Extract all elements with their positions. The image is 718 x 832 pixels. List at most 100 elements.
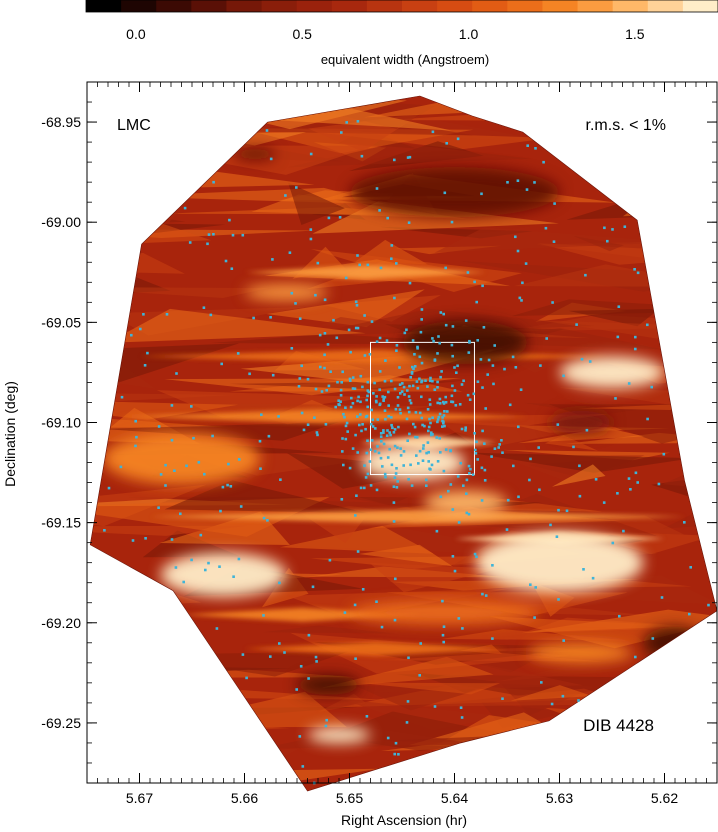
star-marker	[370, 408, 373, 412]
star-marker	[373, 450, 377, 453]
star-marker	[332, 318, 335, 322]
star-marker	[342, 463, 345, 467]
star-marker	[545, 337, 548, 340]
star-marker	[159, 473, 163, 476]
star-marker	[341, 450, 344, 453]
star-marker	[406, 156, 410, 159]
star-marker	[575, 323, 578, 326]
star-marker	[355, 494, 358, 497]
star-marker	[398, 383, 402, 386]
star-marker	[370, 320, 374, 323]
star-marker	[476, 380, 480, 383]
star-marker	[521, 281, 524, 285]
star-marker	[356, 326, 360, 330]
star-marker	[611, 541, 615, 545]
star-marker	[480, 192, 483, 196]
star-marker	[324, 423, 328, 426]
star-marker	[518, 296, 522, 300]
star-marker	[453, 366, 456, 369]
star-marker	[516, 179, 520, 182]
star-marker	[442, 421, 445, 425]
star-marker	[651, 637, 655, 640]
star-marker	[192, 436, 195, 440]
star-marker	[514, 366, 518, 369]
star-marker	[629, 488, 632, 491]
star-marker	[526, 144, 529, 147]
star-marker	[551, 301, 554, 304]
star-marker	[420, 361, 424, 365]
star-marker	[203, 472, 206, 476]
star-marker	[267, 434, 271, 438]
x-axis-ticks: 5.67 5.66 5.65 5.64 5.63 5.62	[86, 82, 718, 806]
y-tick-label: -69.10	[41, 414, 81, 430]
star-marker	[627, 477, 631, 480]
star-marker	[406, 700, 410, 703]
star-marker	[492, 382, 495, 386]
star-marker	[450, 220, 454, 224]
star-marker	[611, 228, 614, 231]
star-marker	[366, 263, 370, 267]
star-marker	[391, 426, 394, 430]
star-marker	[424, 379, 427, 382]
star-marker	[376, 445, 379, 448]
star-marker	[508, 403, 512, 407]
star-marker	[606, 239, 609, 243]
star-marker	[650, 385, 653, 389]
star-marker	[359, 413, 362, 416]
star-marker	[469, 467, 472, 471]
star-marker	[436, 420, 439, 424]
star-marker	[633, 268, 636, 271]
star-marker	[226, 483, 229, 487]
star-marker	[438, 341, 441, 345]
colorbar-segment	[296, 0, 333, 12]
star-marker	[386, 736, 390, 740]
star-marker	[120, 395, 124, 399]
star-marker	[467, 464, 471, 468]
emission-region	[307, 726, 371, 743]
star-marker	[313, 416, 316, 419]
star-marker	[407, 221, 411, 224]
x-tick-label: 5.65	[336, 790, 363, 806]
colorbar-segment	[437, 0, 473, 12]
star-marker	[345, 421, 349, 425]
star-marker	[429, 379, 432, 383]
star-marker	[338, 216, 342, 219]
x-tick-label: 5.63	[546, 790, 573, 806]
star-marker	[442, 400, 445, 404]
star-marker	[557, 598, 560, 601]
star-marker	[356, 415, 359, 418]
star-marker	[408, 384, 411, 388]
star-marker	[438, 397, 442, 401]
star-marker	[299, 665, 303, 668]
colorbar-segment	[156, 0, 192, 12]
star-marker	[380, 440, 383, 443]
y-tick-label: -68.95	[41, 114, 81, 130]
star-marker	[493, 344, 496, 347]
star-marker	[407, 656, 410, 660]
star-marker	[228, 218, 231, 222]
star-marker	[351, 447, 355, 450]
star-marker	[188, 241, 192, 244]
star-marker	[456, 475, 460, 478]
star-marker	[402, 464, 405, 467]
star-marker	[370, 439, 374, 442]
star-marker	[445, 142, 448, 145]
star-marker	[358, 263, 361, 267]
star-marker	[475, 555, 478, 559]
star-marker	[211, 434, 214, 438]
star-marker	[516, 249, 520, 253]
star-marker	[396, 396, 400, 399]
star-marker	[392, 501, 396, 504]
star-marker	[430, 463, 434, 467]
star-marker	[356, 254, 359, 257]
star-marker	[451, 555, 455, 558]
star-marker	[550, 702, 554, 706]
star-marker	[542, 160, 545, 164]
star-marker	[427, 425, 431, 429]
star-marker	[420, 318, 423, 321]
colorbar-segment	[86, 0, 122, 12]
star-marker	[381, 465, 384, 468]
star-marker	[410, 372, 414, 375]
star-marker	[421, 459, 425, 462]
star-marker	[454, 404, 458, 407]
